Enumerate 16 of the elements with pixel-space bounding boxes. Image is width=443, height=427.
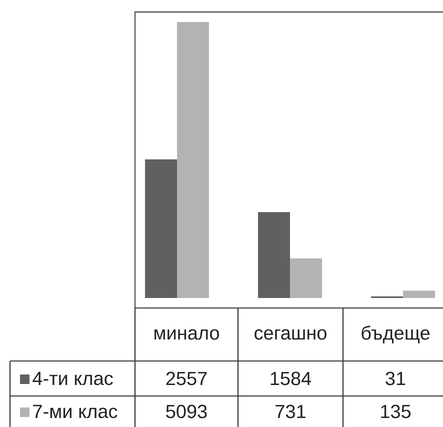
legend-label: 7-ми клас bbox=[33, 404, 118, 418]
data-label: 2557 bbox=[166, 372, 207, 386]
bar bbox=[290, 258, 322, 298]
data-label: 5093 bbox=[166, 404, 207, 418]
data-label: 135 bbox=[381, 404, 411, 418]
data-label: 1584 bbox=[270, 372, 312, 386]
legend-label: 4-ти клас bbox=[32, 372, 113, 386]
x-tick-label: сегашно bbox=[254, 329, 326, 340]
data-label: 31 bbox=[386, 372, 406, 386]
bar bbox=[403, 290, 436, 298]
bar bbox=[177, 22, 210, 298]
x-tick-label: минало bbox=[154, 329, 220, 340]
bar bbox=[258, 212, 290, 298]
x-tick-label: бъдеще bbox=[362, 326, 430, 344]
bar bbox=[145, 159, 178, 298]
data-label: 731 bbox=[276, 404, 306, 418]
